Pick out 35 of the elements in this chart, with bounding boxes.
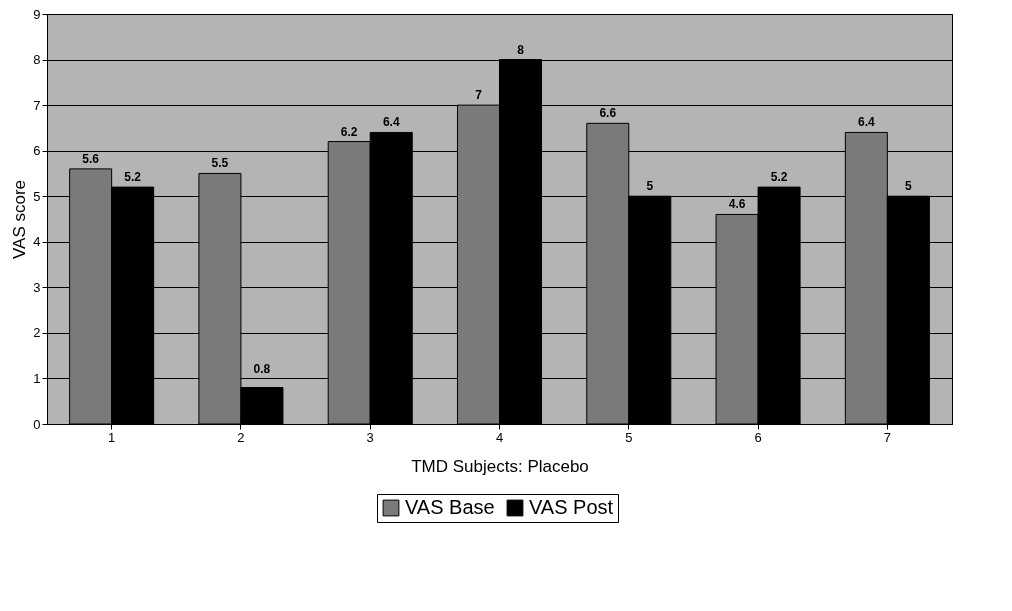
data-label: 5.6 — [82, 151, 100, 166]
x-tick-label: 5 — [625, 429, 633, 445]
x-tick-label: 2 — [237, 429, 245, 445]
data-label: 0.8 — [253, 362, 271, 377]
y-tick-label: 3 — [33, 279, 41, 295]
x-tick-label: 4 — [495, 429, 504, 445]
x-axis-title: TMD Subjects: Placebo — [411, 456, 589, 476]
data-label: 7 — [475, 88, 483, 103]
data-label: 5 — [646, 179, 654, 194]
data-label: 5.2 — [124, 170, 142, 185]
data-label: 6.4 — [382, 115, 400, 130]
x-tick-label: 6 — [754, 429, 762, 445]
x-tick-label: 7 — [883, 429, 891, 445]
data-label: 8 — [517, 42, 525, 57]
data-label: 4.6 — [728, 197, 746, 212]
y-tick-label: 0 — [33, 416, 41, 432]
y-tick-label: 9 — [33, 6, 41, 22]
y-tick-label: 8 — [33, 52, 41, 68]
y-tick-label: 1 — [33, 370, 41, 386]
data-label: 5 — [905, 179, 913, 194]
y-tick-label: 5 — [33, 188, 41, 204]
x-tick-label: 3 — [366, 429, 374, 445]
legend-label: VAS Base — [405, 496, 495, 518]
data-label: 5.5 — [211, 156, 229, 171]
y-tick-label: 7 — [33, 97, 41, 113]
data-label: 6.6 — [599, 106, 617, 121]
data-label: 5.2 — [770, 170, 788, 185]
legend-label: VAS Post — [529, 496, 614, 518]
x-tick-label: 1 — [108, 429, 116, 445]
y-tick-label: 2 — [33, 325, 41, 341]
data-label: 6.4 — [858, 115, 876, 130]
y-tick-label: 6 — [33, 143, 41, 159]
data-label: 6.2 — [340, 124, 358, 139]
y-tick-label: 4 — [33, 234, 41, 250]
y-axis-title: VAS score — [10, 179, 30, 260]
